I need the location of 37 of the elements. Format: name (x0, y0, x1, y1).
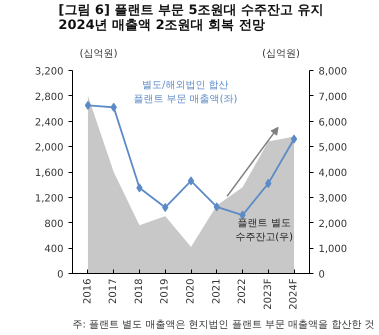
series-label: 플랜트 별도 수주잔고(우) (235, 218, 294, 244)
y2-tick-label: 5,000 (318, 142, 348, 154)
x-tick-label: 2017 (108, 278, 120, 304)
y-tick-label: 400 (44, 244, 64, 256)
y-tick-label: 1,200 (34, 193, 64, 204)
y-tick-label: 0 (57, 270, 64, 280)
point (84, 100, 92, 110)
y-tick-label: 3,200 (34, 66, 64, 78)
x-tick-label: 2016 (82, 278, 94, 304)
y2-tick-label: 1,000 (318, 244, 348, 256)
point (290, 134, 298, 144)
y2-tick-label: 3,000 (318, 193, 348, 204)
y2-tick-label: 0 (318, 270, 325, 280)
x-tick-label: 2019 (160, 278, 171, 304)
y-tick-label: 1,600 (34, 168, 64, 179)
y-axis-title: (십억원) (80, 48, 118, 60)
point (136, 183, 143, 192)
y2-tick-label: 2,000 (318, 218, 348, 230)
y-tick-label: 2,800 (34, 92, 64, 103)
point (188, 176, 194, 186)
x-tick-label: 2024F (288, 278, 300, 310)
x-tick-label: 2021 (211, 278, 222, 304)
y2-axis-title: (십억원) (262, 48, 300, 60)
y2-tick-label: 7,000 (318, 92, 348, 103)
y2-tick-label: 6,000 (318, 117, 348, 128)
y2-tick-label: 4,000 (318, 168, 348, 179)
y2-tick-label: 8,000 (318, 66, 348, 78)
x-tick-label: 2020 (186, 278, 196, 304)
chart-title: [그림 6] 플랜트 부문 5조원대 수주잔고 유지 2024년 매출액 2조원대 회복 전망 (58, 3, 324, 33)
x-tick-label: 2022 (237, 278, 248, 304)
x-tick-label: 2023F (262, 278, 274, 310)
y-tick-label: 2,400 (34, 117, 64, 128)
text: 주: 플랜트 별도 매출액은 현지법인 플랜트 부문 매출액을 합산한 것 (72, 320, 374, 330)
y-tick-label: 2,000 (34, 142, 64, 154)
series-label: 별도/해외법인 합산 플랜트 부문 매출액(좌) (133, 80, 238, 106)
y-tick-label: 800 (44, 218, 64, 230)
x-tick-label: 2018 (134, 278, 145, 304)
